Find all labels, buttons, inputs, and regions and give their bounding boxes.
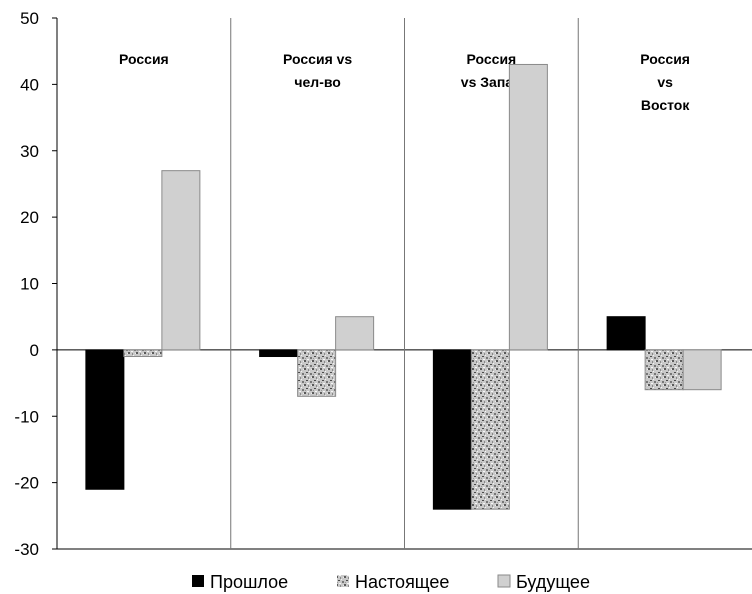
panel-title: Россия bbox=[640, 51, 690, 67]
bars bbox=[85, 63, 722, 510]
legend-label: Будущее bbox=[516, 572, 590, 592]
bar bbox=[297, 349, 337, 397]
legend-label: Настоящее bbox=[355, 572, 449, 592]
y-tick-label: -30 bbox=[14, 540, 39, 559]
y-tick-label: -20 bbox=[14, 474, 39, 493]
legend-swatch bbox=[192, 575, 204, 587]
y-tick-label: 40 bbox=[20, 75, 39, 94]
bar bbox=[644, 349, 684, 391]
panel-title: Россия bbox=[119, 51, 169, 67]
bar bbox=[470, 349, 510, 510]
bar bbox=[682, 349, 722, 391]
y-tick-label: 10 bbox=[20, 275, 39, 294]
y-tick-label: 20 bbox=[20, 208, 39, 227]
y-tick-label: 0 bbox=[30, 341, 39, 360]
y-tick-label: -10 bbox=[14, 407, 39, 426]
bar bbox=[335, 316, 375, 351]
legend-label: Прошлое bbox=[210, 572, 288, 592]
legend-swatch bbox=[497, 574, 511, 588]
axes: -30 -20 -10 0 10 20 30 40 50 bbox=[14, 9, 752, 559]
panel-title: Россия bbox=[467, 51, 517, 67]
panel-titles: Россия Россия vs чел-во Россия vs Запад Росси… bbox=[119, 51, 690, 113]
bar bbox=[123, 349, 163, 358]
panel-title: Восток bbox=[641, 97, 690, 113]
legend: Прошлое Настоящее Будущее bbox=[192, 572, 590, 592]
panel-title: Россия vs bbox=[283, 51, 352, 67]
y-tick-label: 30 bbox=[20, 142, 39, 161]
panel-title: vs Запад bbox=[461, 74, 522, 90]
bar bbox=[259, 349, 299, 358]
bar bbox=[85, 349, 125, 490]
panel-title: чел-во bbox=[294, 74, 340, 90]
bar bbox=[432, 349, 472, 510]
bar bbox=[161, 170, 201, 351]
y-tick-label: 50 bbox=[20, 9, 39, 28]
bar bbox=[508, 63, 548, 351]
legend-swatch bbox=[337, 575, 349, 587]
bar bbox=[606, 316, 646, 351]
panel-title: vs bbox=[657, 74, 673, 90]
